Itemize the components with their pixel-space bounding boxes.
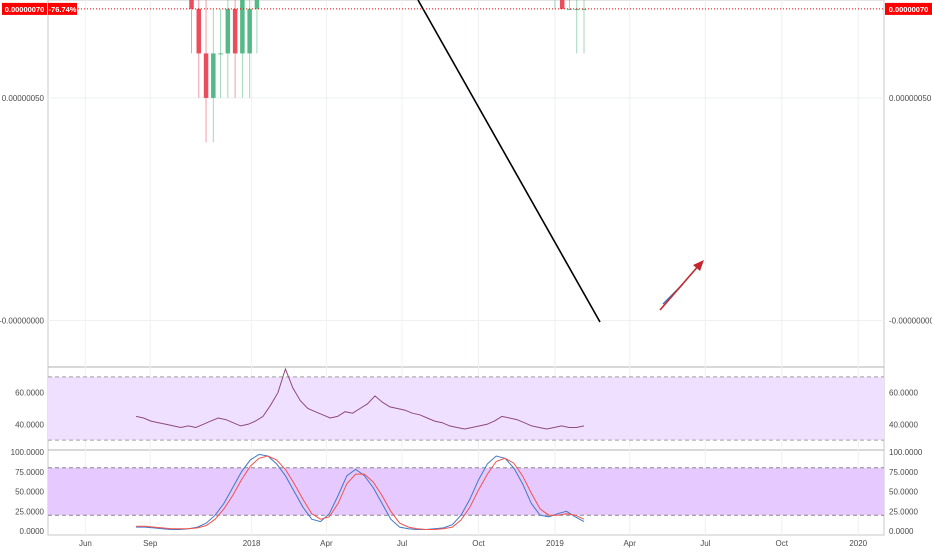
x-tick-label: 2020: [849, 539, 867, 548]
x-axis: Jun Sep 2018 Apr Jul Oct 2019 Apr Jul Oct 2020: [79, 539, 868, 548]
rsi-line: [135, 367, 585, 430]
price-change-box: [48, 2, 77, 15]
x-tick-label: Jul: [397, 539, 407, 548]
current-price-label-right: 0.00000070: [889, 5, 929, 14]
candle-body: [240, 0, 245, 54]
stoch-tick-right: 75.0000: [889, 468, 918, 477]
y-tick-label-right: -0.00000000: [889, 316, 932, 325]
current-price-label: 0.00000070: [5, 5, 45, 14]
stoch-tick-left: 25.0000: [15, 507, 44, 516]
x-tick-label: Sep: [143, 539, 158, 548]
rsi-band: [48, 376, 884, 441]
candle-body: [232, 8, 238, 54]
stoch-tick-left: 100.0000: [11, 448, 45, 457]
stoch-tick-right: 25.0000: [889, 507, 918, 516]
x-tick-label: 2019: [546, 539, 564, 548]
current-price-box-right: [885, 2, 932, 15]
price-panel: 0.000007000.000007000.000006500.00000650…: [0, 0, 932, 536]
rsi-tick-left: 60.0000: [15, 389, 44, 398]
projection-arrowhead: [693, 260, 704, 271]
stoch-tick-right: 50.0000: [889, 488, 918, 497]
stoch-tick-right: 100.0000: [889, 448, 923, 457]
stoch-k-line: [136, 453, 585, 530]
rsi-tick-left: 40.0000: [15, 420, 44, 429]
stoch-d-line: [136, 455, 585, 530]
candle-body: [225, 8, 231, 54]
candle-body: [567, 8, 572, 10]
candle-body: [218, 53, 223, 55]
stoch-tick-right: 0.0000: [889, 527, 914, 536]
projection-arrow-line: [659, 263, 701, 311]
chart-frame: [47, 0, 885, 536]
price-change-label: -76.74%: [49, 5, 77, 14]
x-tick-label: Jul: [700, 539, 710, 548]
trendline: [417, 0, 601, 323]
candle-body: [211, 53, 216, 98]
rsi-tick-right: 60.0000: [889, 389, 918, 398]
candle-body: [254, 0, 260, 9]
candle-body: [581, 8, 587, 10]
candle-body: [196, 8, 202, 54]
stoch-panel: 100.0000 100.0000 75.0000 75.0000 50.0000 50.…: [11, 448, 923, 536]
stoch-band: [48, 467, 884, 516]
stoch-tick-left: 50.0000: [15, 488, 44, 497]
candle-body: [559, 0, 565, 9]
y-tick-label-left: -0.00000000: [0, 316, 45, 325]
x-tick-label: Apr: [320, 539, 333, 548]
candle-body: [203, 53, 209, 98]
candle-body: [189, 0, 194, 9]
x-tick-label: Jun: [79, 539, 92, 548]
x-tick-label: Oct: [776, 539, 789, 548]
x-tick-label: Apr: [623, 539, 636, 548]
stoch-tick-left: 0.0000: [20, 527, 45, 536]
current-price-box: [2, 2, 47, 15]
x-tick-label: Oct: [472, 539, 485, 548]
rsi-panel: 60.0000 60.0000 40.0000 40.0000: [15, 367, 918, 441]
stoch-tick-left: 75.0000: [15, 468, 44, 477]
y-tick-label-left: 0.00000050: [2, 94, 45, 103]
rsi-tick-right: 40.0000: [889, 420, 918, 429]
x-tick-label: 2018: [243, 539, 261, 548]
candle-body: [247, 8, 252, 54]
y-tick-label-right: 0.00000050: [889, 94, 932, 103]
